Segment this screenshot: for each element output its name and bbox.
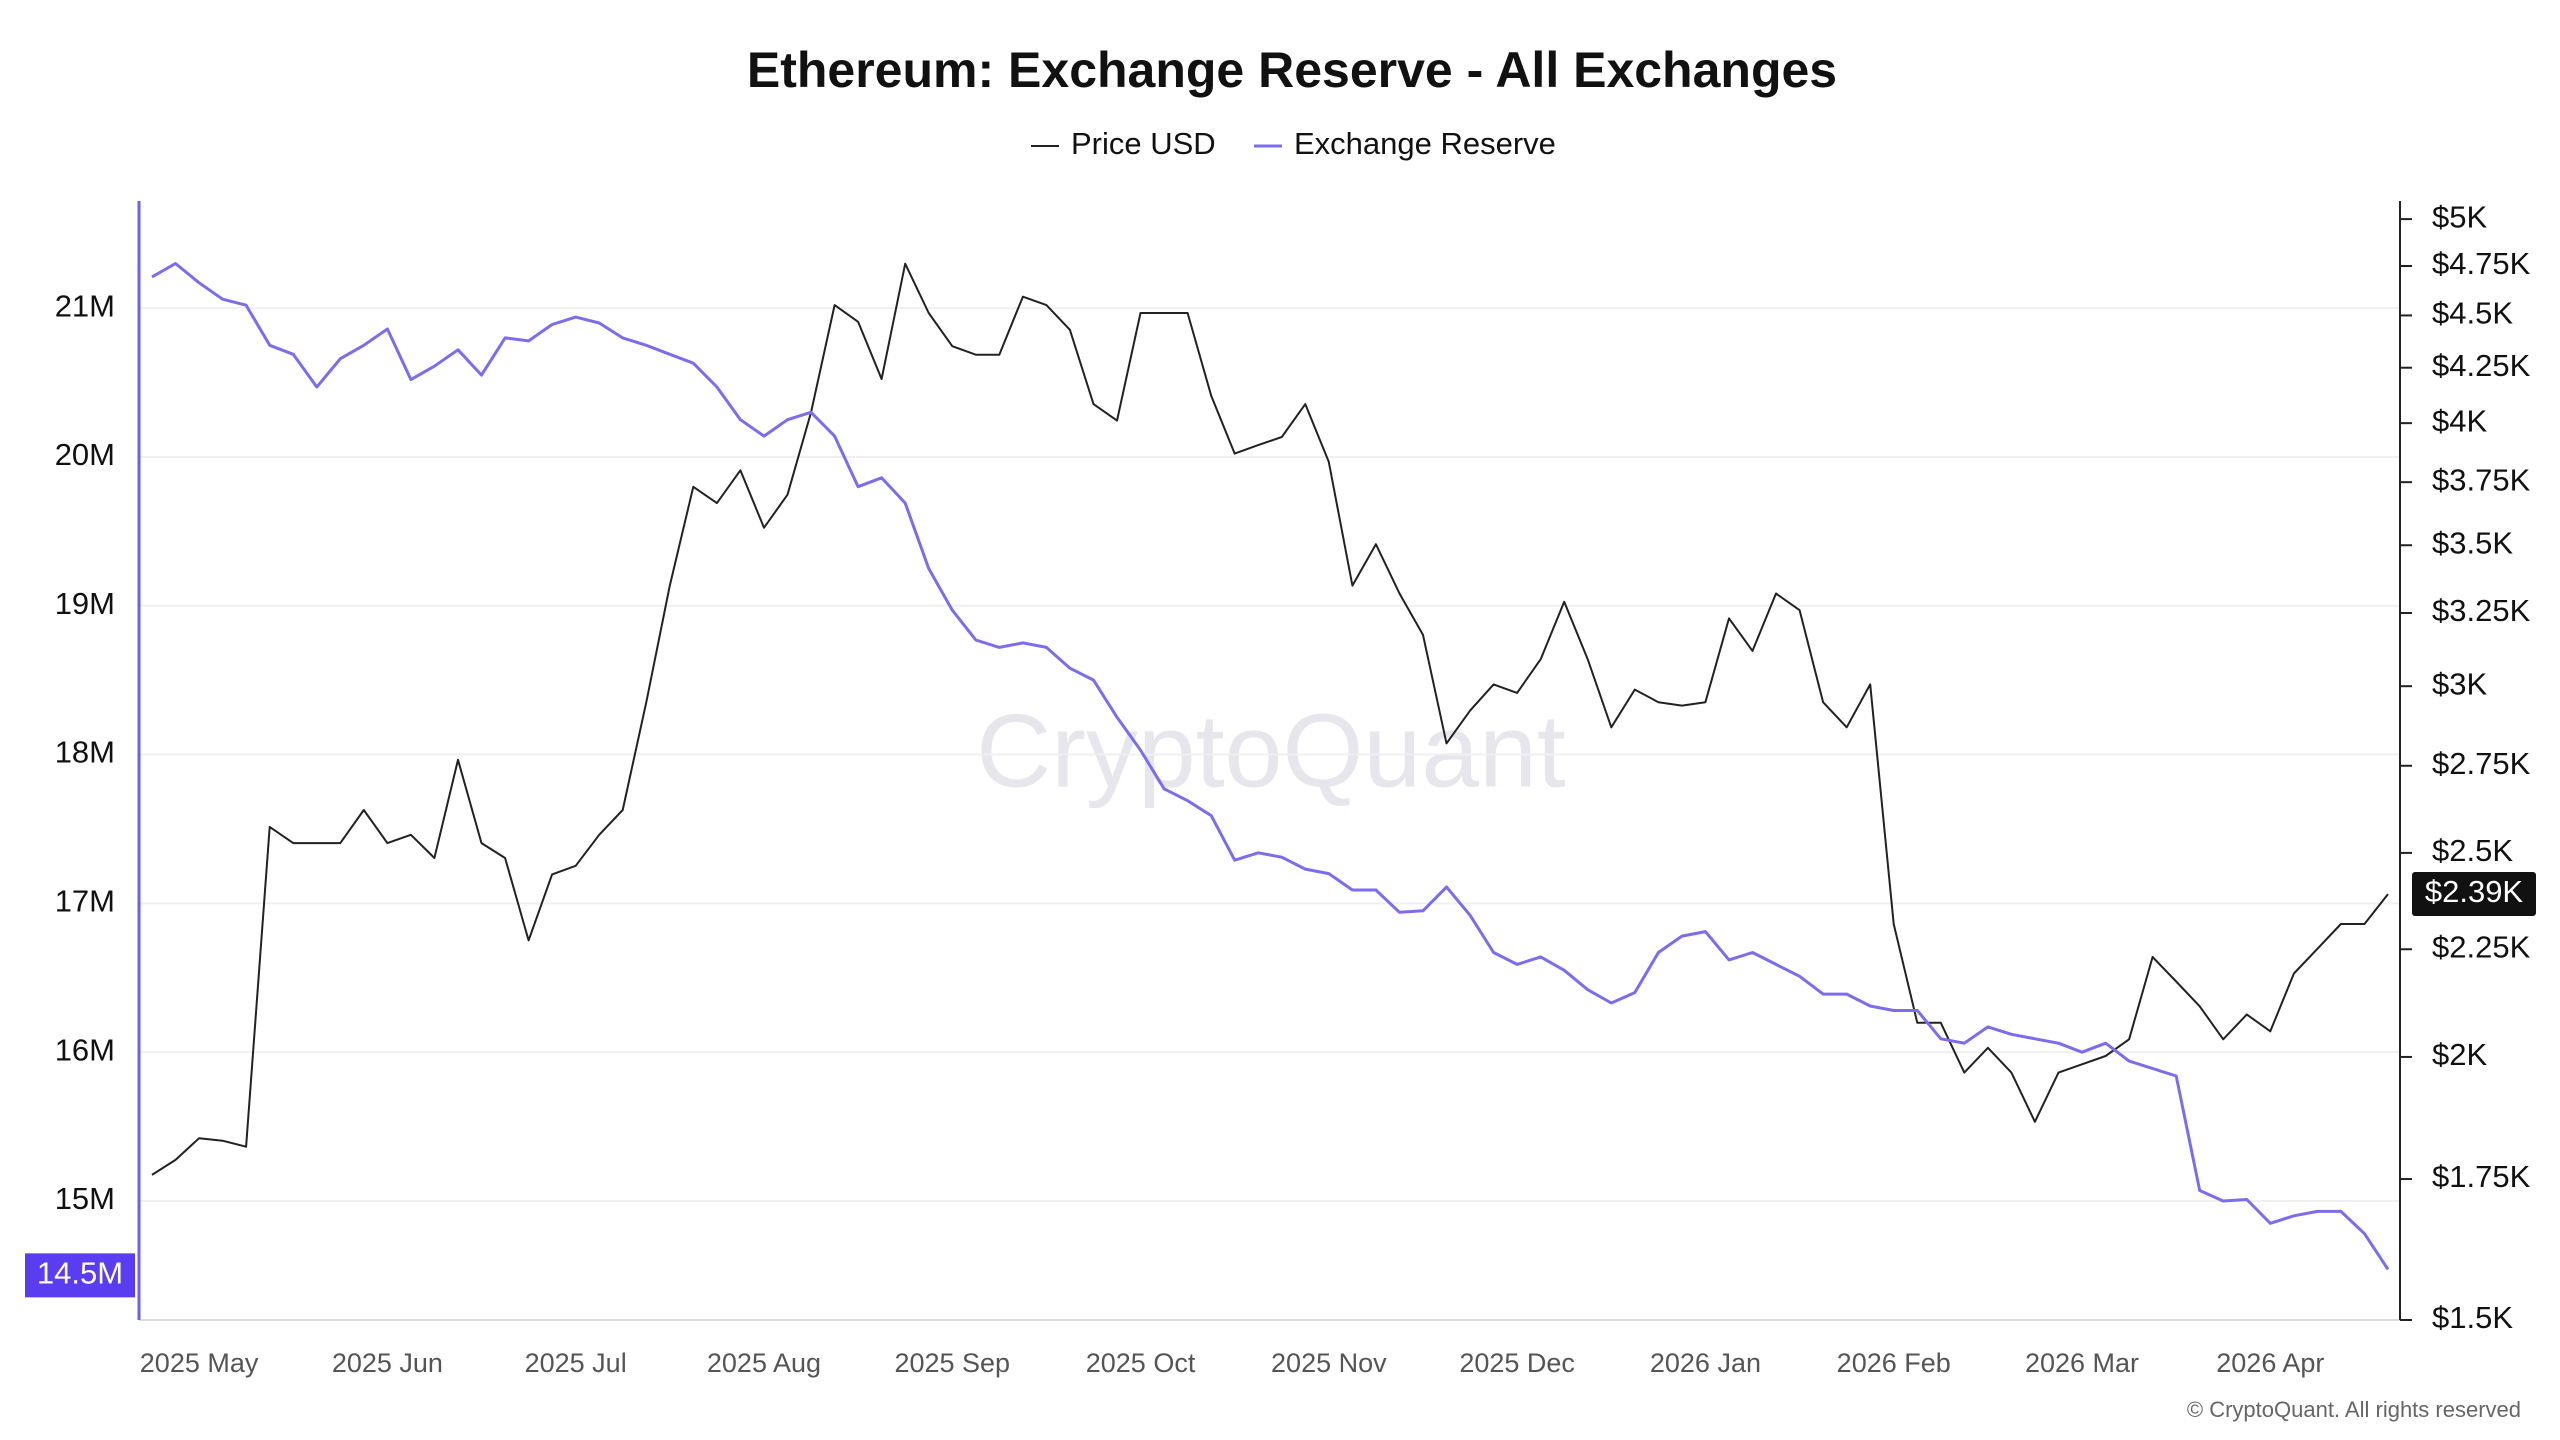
y2-tick-label: $3.25K [2432,593,2531,628]
chart-title: Ethereum: Exchange Reserve - All Exchang… [747,42,1837,98]
y-tick-label: 15M [55,1181,115,1216]
x-tick-label: 2026 Mar [2025,1348,2139,1378]
current-value-box [25,1253,135,1298]
y-tick-label: 18M [55,735,115,770]
x-tick-label: 2026 Feb [1837,1348,1951,1378]
copyright: © CryptoQuant. All rights reserved [2187,1397,2521,1422]
x-tick-label: 2026 Apr [2216,1348,2324,1378]
x-tick-label: 2025 Oct [1086,1348,1196,1378]
x-tick-label: 2025 Sep [894,1348,1010,1378]
y2-tick-label: $2.5K [2432,833,2513,868]
x-tick-label: 2025 May [140,1348,259,1378]
y2-tick-label: $3K [2432,666,2487,701]
y2-tick-label: $3.75K [2432,462,2531,497]
y2-tick-label: $3.5K [2432,525,2513,560]
y2-tick-label: $2.75K [2432,746,2531,781]
x-tick-label: 2025 Nov [1271,1348,1387,1378]
y2-tick-label: $4K [2432,403,2487,438]
legend-label: Price USD [1071,126,1216,161]
legend-label: Exchange Reserve [1294,126,1556,161]
watermark: CryptoQuant [976,693,1566,809]
y-tick-label: 19M [55,586,115,621]
y2-tick-label: $2K [2432,1037,2487,1072]
y-tick-label: 20M [55,437,115,472]
series-line [151,262,2389,1176]
y-tick-label: 16M [55,1032,115,1067]
series-line [151,262,2390,1271]
y2-tick-label: $4.75K [2432,246,2531,281]
y2-tick-label: $1.5K [2432,1300,2513,1335]
current-value-label: $2.39K [2425,874,2524,909]
y2-tick-label: $2.25K [2432,929,2531,964]
y2-tick-label: $1.75K [2432,1159,2531,1194]
current-value-label: 14.5M [37,1256,123,1291]
x-tick-label: 2025 Aug [707,1348,821,1378]
current-value-box [2412,872,2536,917]
y-tick-label: 17M [55,884,115,919]
y2-tick-label: $4.25K [2432,348,2531,383]
x-tick-label: 2026 Jan [1650,1348,1761,1378]
x-tick-label: 2025 Jul [525,1348,627,1378]
y2-tick-label: $5K [2432,199,2487,234]
x-tick-label: 2025 Jun [332,1348,443,1378]
y-tick-label: 21M [55,288,115,323]
x-tick-label: 2025 Dec [1459,1348,1575,1378]
y2-tick-label: $4.5K [2432,296,2513,331]
